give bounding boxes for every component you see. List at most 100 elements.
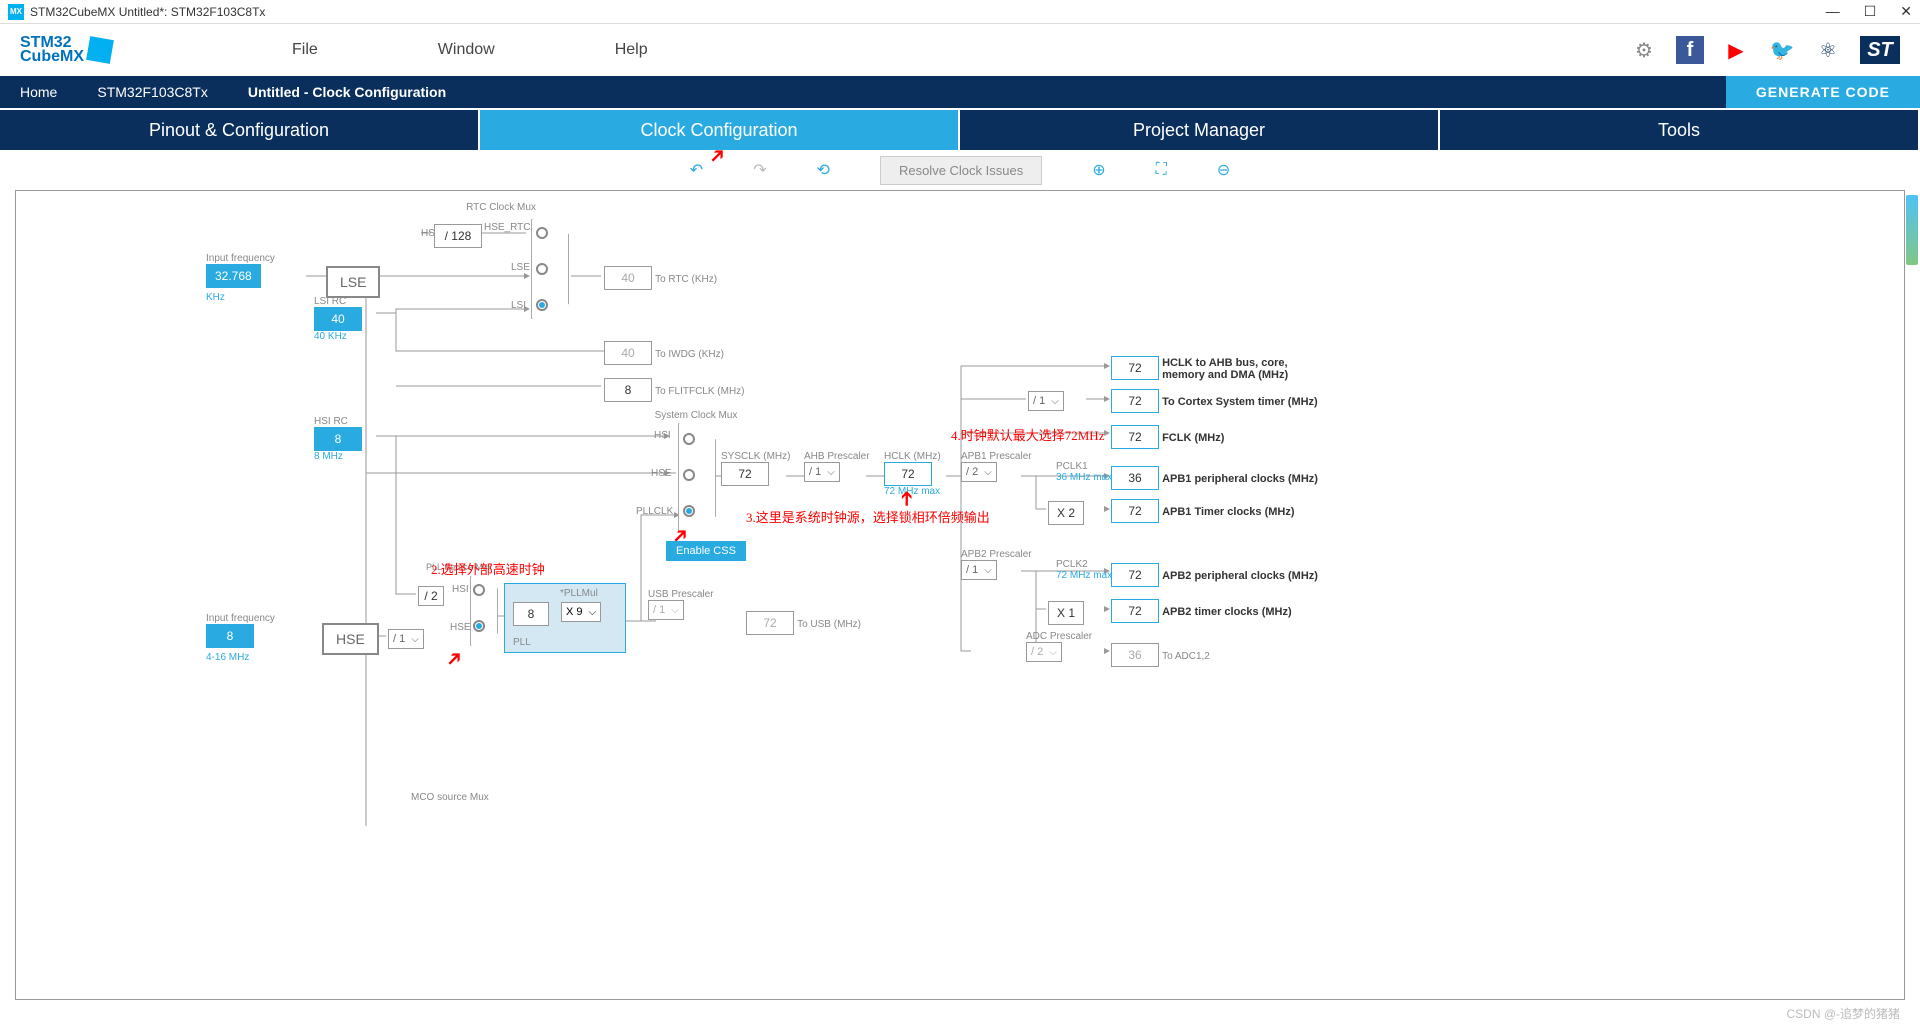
tab-project[interactable]: Project Manager	[960, 110, 1440, 150]
apb2-periph-label: APB2 peripheral clocks (MHz)	[1162, 570, 1318, 582]
refresh-icon[interactable]: ⟲	[817, 160, 830, 180]
twitter-icon[interactable]: 🐦	[1768, 36, 1796, 64]
hse-freq-label: Input frequency	[206, 613, 275, 624]
tab-clock[interactable]: Clock Configuration ➔	[480, 110, 960, 150]
hse-input: Input frequency 8 4-16 MHz	[206, 613, 275, 663]
apb2-prescaler[interactable]: / 1	[961, 560, 997, 580]
st-logo-icon[interactable]: ST	[1860, 36, 1900, 64]
annotation-4: 4.时钟默认最大选择72MHz	[951, 425, 1104, 444]
titlebar: MX STM32CubeMX Untitled*: STM32F103C8Tx …	[0, 0, 1920, 24]
hse-divider[interactable]: / 1	[388, 629, 424, 649]
zoom-in-icon[interactable]: ⊕	[1092, 160, 1105, 180]
cortex-label: To Cortex System timer (MHz)	[1162, 396, 1318, 408]
minimize-button[interactable]: —	[1826, 3, 1840, 20]
rtc-mux-lse[interactable]	[536, 263, 548, 275]
ahb-prescaler[interactable]: / 1	[804, 462, 840, 482]
sysmux-pllclk-label: PLLCLK	[636, 506, 673, 517]
lse-unit: KHz	[206, 292, 275, 303]
adc-prescaler[interactable]: / 2	[1026, 642, 1062, 662]
pllsrc-hsi-label: HSI	[452, 584, 469, 595]
rtc-hsertc-label: HSE_RTC	[484, 222, 531, 233]
hclk-value[interactable]: 72	[884, 462, 932, 486]
close-button[interactable]: ✕	[1900, 3, 1912, 20]
lse-input: Input frequency 32.768 KHz	[206, 253, 275, 303]
tab-pinout[interactable]: Pinout & Configuration	[0, 110, 480, 150]
rtc-lsi-label: LSI	[511, 300, 526, 311]
fclk-value: 72	[1111, 425, 1159, 449]
lse-oscillator: LSE	[326, 266, 380, 298]
nav-home[interactable]: Home	[0, 76, 77, 108]
apb2-periph-value: 72	[1111, 563, 1159, 587]
cortex-value: 72	[1111, 389, 1159, 413]
ahb-label: AHB Prescaler	[804, 451, 870, 462]
apb1-periph-label: APB1 peripheral clocks (MHz)	[1162, 473, 1318, 485]
hclk-ahb-label: HCLK to AHB bus, core, memory and DMA (M…	[1162, 357, 1302, 381]
hsi-rc: HSI RC 8 8 MHz	[314, 416, 362, 462]
app-icon: MX	[8, 4, 24, 20]
system-clock-mux[interactable]	[678, 423, 716, 533]
youtube-icon[interactable]: ▶	[1722, 36, 1750, 64]
pll-source-mux[interactable]	[470, 576, 498, 646]
flitf-label: To FLITFCLK (MHz)	[655, 386, 744, 397]
hsi-value: 8	[314, 427, 362, 451]
pll-multiplier[interactable]: X 9	[561, 602, 601, 622]
rtc-mux-lsi[interactable]	[536, 299, 548, 311]
apb2-timer-mul: X 1	[1048, 601, 1084, 625]
clock-diagram[interactable]: Input frequency 32.768 KHz LSE LSI RC 40…	[15, 190, 1905, 1000]
tab-tools[interactable]: Tools	[1440, 110, 1920, 150]
network-icon[interactable]: ⚛	[1814, 36, 1842, 64]
apb1-periph-value: 36	[1111, 466, 1159, 490]
apb2-max: 72 MHz max	[1056, 570, 1112, 581]
nav-page[interactable]: Untitled - Clock Configuration	[228, 76, 466, 108]
menu-file[interactable]: File	[292, 41, 318, 59]
adc-value: 36	[1111, 643, 1159, 667]
hse-oscillator: HSE	[322, 623, 379, 655]
usb-prescaler[interactable]: / 1	[648, 600, 684, 620]
menu-window[interactable]: Window	[438, 41, 495, 59]
cortex-divider[interactable]: / 1	[1028, 391, 1064, 411]
sysmux-hse[interactable]	[683, 469, 695, 481]
cube-icon	[86, 36, 114, 64]
annotation-3: 3.这里是系统时钟源，选择锁相环倍频输出	[746, 507, 990, 526]
sysclk-label: SYSCLK (MHz)	[721, 451, 790, 462]
rtc-mux-hse[interactable]	[536, 227, 548, 239]
redo-icon[interactable]: ↷	[753, 160, 766, 180]
lse-value[interactable]: 32.768	[206, 264, 261, 288]
annotation-2: 2.选择外部高速时钟	[431, 559, 545, 578]
pclk2-label: PCLK2	[1056, 559, 1112, 570]
pllsrc-hse[interactable]	[473, 620, 485, 632]
badge-icon[interactable]: ⚙	[1630, 36, 1658, 64]
sysmux-pllclk[interactable]	[683, 505, 695, 517]
hsi-unit: 8 MHz	[314, 451, 362, 462]
zoom-out-icon[interactable]: ⊖	[1217, 160, 1230, 180]
hse-value[interactable]: 8	[206, 624, 254, 648]
hclk-ahb-value: 72	[1111, 356, 1159, 380]
tab-bar: Pinout & Configuration Clock Configurati…	[0, 110, 1920, 150]
menu-help[interactable]: Help	[615, 41, 648, 59]
lsi-unit: 40 KHz	[314, 331, 362, 342]
apb1-prescaler[interactable]: / 2	[961, 462, 997, 482]
apb1-timer-label: APB1 Timer clocks (MHz)	[1162, 506, 1294, 518]
resolve-clock-button[interactable]: Resolve Clock Issues	[880, 156, 1042, 185]
generate-code-button[interactable]: GENERATE CODE	[1726, 76, 1920, 108]
rtc-mux[interactable]	[531, 219, 569, 319]
window-controls: — ☐ ✕	[1826, 3, 1912, 20]
logo: STM32CubeMX	[20, 36, 112, 65]
pll-block: *PLLMul 8 X 9 PLL	[504, 583, 626, 653]
wires	[16, 191, 1904, 999]
mco-label: MCO source Mux	[411, 792, 489, 803]
annotation-arrow-2: ➔	[440, 644, 470, 674]
scrollbar[interactable]	[1906, 195, 1918, 265]
sysmux-hsi[interactable]	[683, 433, 695, 445]
facebook-icon[interactable]: f	[1676, 36, 1704, 64]
rtc-hse-div: / 128	[434, 224, 482, 248]
pll-mul-label: *PLLMul	[560, 588, 598, 599]
apb2-timer-label: APB2 timer clocks (MHz)	[1162, 606, 1292, 618]
pllsrc-hsi[interactable]	[473, 584, 485, 596]
nav-device[interactable]: STM32F103C8Tx	[77, 76, 227, 108]
fit-icon[interactable]: ⛶	[1156, 161, 1167, 179]
apb1-label: APB1 Prescaler	[961, 451, 1032, 462]
main-menu: File Window Help	[292, 41, 648, 59]
undo-icon[interactable]: ↶	[690, 160, 703, 180]
maximize-button[interactable]: ☐	[1864, 3, 1877, 20]
